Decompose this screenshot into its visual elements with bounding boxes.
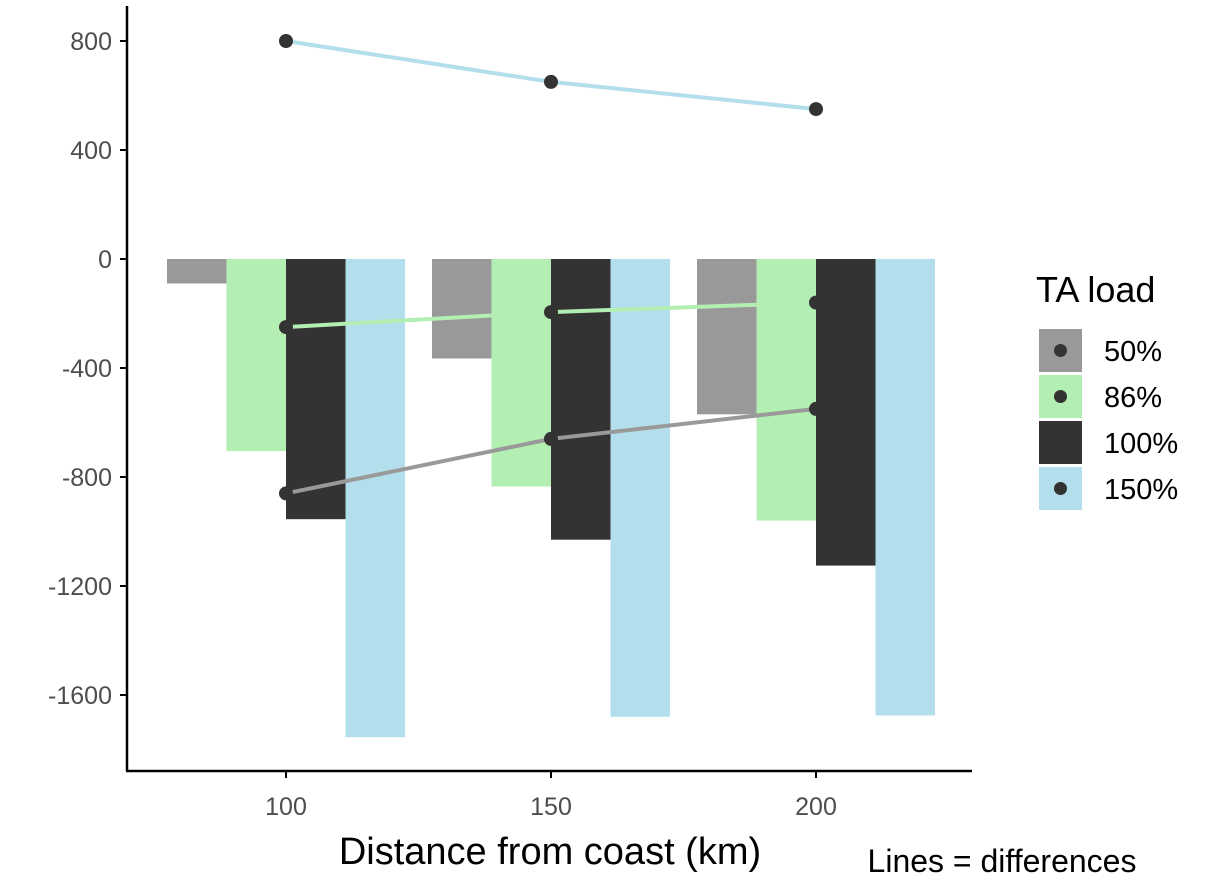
x-axis-title: Distance from coast (km) [339, 831, 761, 873]
y-tick-label: -1200 [48, 573, 112, 601]
bar [816, 259, 876, 566]
difference-point [544, 431, 558, 446]
difference-point [279, 486, 293, 501]
bar [286, 259, 346, 520]
bar [551, 259, 611, 540]
bar [875, 259, 935, 716]
difference-point [809, 401, 823, 416]
bar [756, 259, 816, 521]
difference-point [544, 305, 558, 320]
bar [610, 259, 670, 717]
x-tick-label: 100 [265, 793, 307, 821]
legend-label: 100% [1104, 428, 1178, 460]
legend-key-point [1054, 482, 1067, 495]
legend: TA load 50% 86% 100% 150% [1036, 269, 1178, 510]
legend-key-point [1054, 390, 1067, 403]
x-tick-label: 200 [795, 793, 837, 821]
x-tick-label: 150 [530, 793, 572, 821]
legend-label: 150% [1104, 474, 1178, 506]
y-tick-label: 800 [70, 28, 112, 56]
difference-points-layer [279, 34, 823, 501]
difference-point [279, 34, 293, 48]
legend-key-point [1054, 344, 1067, 357]
bar [491, 259, 551, 487]
bar [432, 259, 492, 359]
bar [697, 259, 757, 415]
difference-point [279, 320, 293, 335]
legend-key-point [1054, 436, 1067, 449]
legend-label: 50% [1104, 336, 1162, 368]
y-tick-label: -800 [62, 464, 112, 492]
difference-point [809, 295, 823, 310]
bar [167, 259, 227, 284]
y-tick-label: -1600 [48, 682, 112, 710]
difference-point [544, 74, 558, 89]
y-tick-label: -400 [62, 355, 112, 383]
lines-note: Lines = differences [868, 843, 1137, 874]
bar [226, 259, 286, 452]
bars-layer [167, 259, 935, 738]
y-tick-label: 400 [70, 137, 112, 165]
bar [345, 259, 405, 738]
ticks-layer: 800 400 0 -400 -800 -1200 -1600 100 150 200 [48, 28, 837, 821]
difference-point [809, 102, 823, 117]
legend-title: TA load [1036, 269, 1155, 310]
y-tick-label: 0 [98, 246, 112, 274]
legend-label: 86% [1104, 382, 1162, 414]
axes [125, 6, 972, 773]
